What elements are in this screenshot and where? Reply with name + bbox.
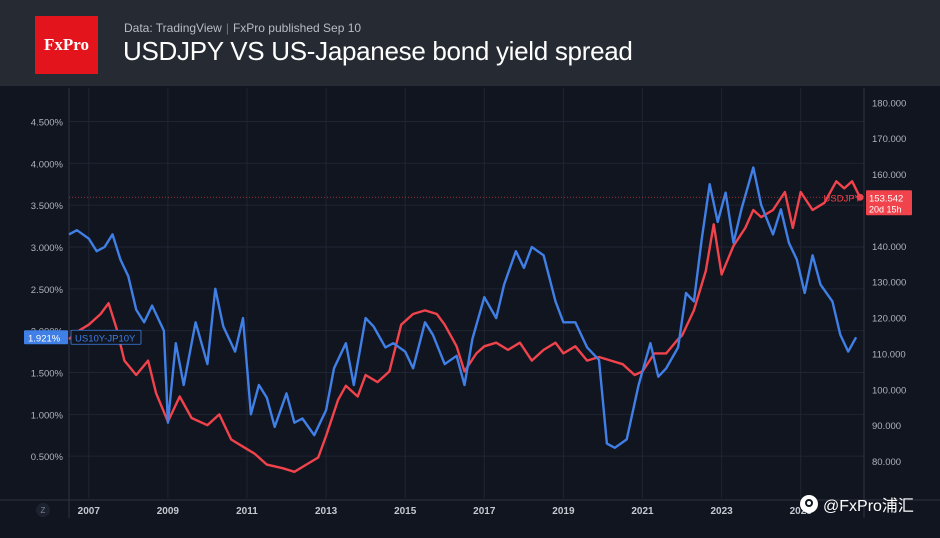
- spread-series-name: US10Y-JP10Y: [75, 333, 136, 344]
- usdjpy-price-badge: [866, 190, 912, 216]
- y-right-tick-label: 100.000: [872, 385, 906, 396]
- spread-value-badge: [24, 330, 68, 345]
- y-left-tick-label: 4.000%: [31, 159, 64, 170]
- x-tick-label: 2015: [394, 506, 417, 517]
- y-right-tick-label: 170.000: [872, 134, 906, 145]
- chart-header: FxPro Data: TradingView | FxPro published …: [0, 0, 940, 86]
- chart-title: USDJPY VS US-Japanese bond yield spread: [123, 36, 633, 66]
- spread-series-line: [68, 166, 858, 449]
- watermark-text: @FxPro浦汇: [823, 498, 914, 515]
- fxpro-logo: FxPro: [35, 16, 98, 74]
- usdjpy-series-name: USDJPY: [824, 193, 862, 204]
- y-right-tick-label: 120.000: [872, 314, 906, 325]
- spread-last-value: 1.921%: [28, 333, 61, 344]
- x-tick-label: 2009: [157, 506, 180, 517]
- y-left-tick-label: 3.000%: [31, 243, 64, 254]
- axis-corner-label: Z: [41, 506, 46, 515]
- y-right-tick-label: 130.000: [872, 278, 906, 289]
- y-left-tick-label: 1.000%: [31, 410, 64, 421]
- watermark: @FxPro浦汇: [800, 492, 914, 516]
- data-source: Data: TradingView: [124, 21, 222, 35]
- x-tick-label: 2017: [473, 506, 496, 517]
- spread-name-box: [70, 329, 142, 345]
- y-right-tick-label: 180.000: [872, 98, 906, 109]
- x-tick-label: 2023: [710, 506, 733, 517]
- y-right-tick-label: 110.000: [872, 349, 906, 360]
- x-tick-label: 2013: [315, 506, 338, 517]
- separator: |: [225, 21, 229, 35]
- x-tick-label: 2007: [78, 506, 101, 517]
- chart-source-line: Data: TradingView | FxPro published Sep 10: [124, 21, 361, 35]
- y-left-tick-label: 3.500%: [31, 201, 64, 212]
- x-tick-label: 2019: [552, 506, 575, 517]
- y-left-tick-label: 0.500%: [31, 452, 64, 463]
- y-right-tick-label: 160.000: [872, 170, 906, 181]
- y-left-tick-label: 4.500%: [31, 117, 64, 128]
- x-tick-label: 2025: [790, 506, 813, 517]
- y-left-tick-label: 2.500%: [31, 285, 64, 296]
- wechat-icon: [800, 495, 818, 513]
- usdjpy-countdown: 20d 15h: [869, 204, 902, 214]
- usdjpy-last-point: [856, 193, 864, 201]
- y-right-tick-label: 90.000: [872, 421, 901, 432]
- usdjpy-last-value: 153.542: [869, 193, 903, 204]
- publish-info: FxPro published Sep 10: [232, 21, 362, 35]
- x-tick-label: 2011: [236, 506, 258, 517]
- y-right-tick-label: 140.000: [872, 242, 906, 253]
- usdjpy-series-line: [68, 180, 862, 473]
- y-right-tick-label: 80.000: [872, 457, 901, 468]
- axis-corner-badge: [36, 503, 50, 517]
- line-chart: 0.500%1.000%1.500%2.000%2.500%3.000%3.50…: [0, 88, 940, 518]
- y-left-tick-label: 1.500%: [31, 368, 64, 379]
- x-tick-label: 2021: [631, 506, 654, 517]
